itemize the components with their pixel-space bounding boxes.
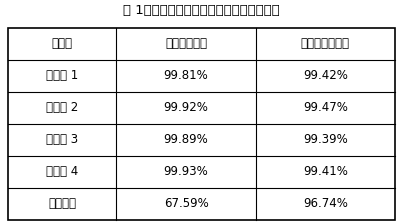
Bar — [8, 28, 395, 220]
Text: 实施例 1: 实施例 1 — [46, 69, 78, 82]
Text: 实施例 2: 实施例 2 — [46, 101, 78, 114]
Text: 表 1：采用不同钛硅分子筛的催化效果对比: 表 1：采用不同钛硅分子筛的催化效果对比 — [123, 4, 280, 17]
Text: 99.42%: 99.42% — [303, 69, 348, 82]
Text: 99.92%: 99.92% — [164, 101, 208, 114]
Text: 99.39%: 99.39% — [303, 133, 348, 146]
Text: 99.47%: 99.47% — [303, 101, 348, 114]
Text: 99.41%: 99.41% — [303, 165, 348, 178]
Text: 市售样品: 市售样品 — [48, 197, 76, 210]
Text: 96.74%: 96.74% — [303, 197, 348, 210]
Text: 67.59%: 67.59% — [164, 197, 208, 210]
Text: 环己酮肟选择性: 环己酮肟选择性 — [301, 37, 350, 50]
Text: 99.93%: 99.93% — [164, 165, 208, 178]
Text: 99.89%: 99.89% — [164, 133, 208, 146]
Text: 催化剂: 催化剂 — [52, 37, 73, 50]
Text: 99.81%: 99.81% — [164, 69, 208, 82]
Text: 实施例 3: 实施例 3 — [46, 133, 78, 146]
Text: 实施例 4: 实施例 4 — [46, 165, 78, 178]
Text: 环己酮转化率: 环己酮转化率 — [165, 37, 207, 50]
